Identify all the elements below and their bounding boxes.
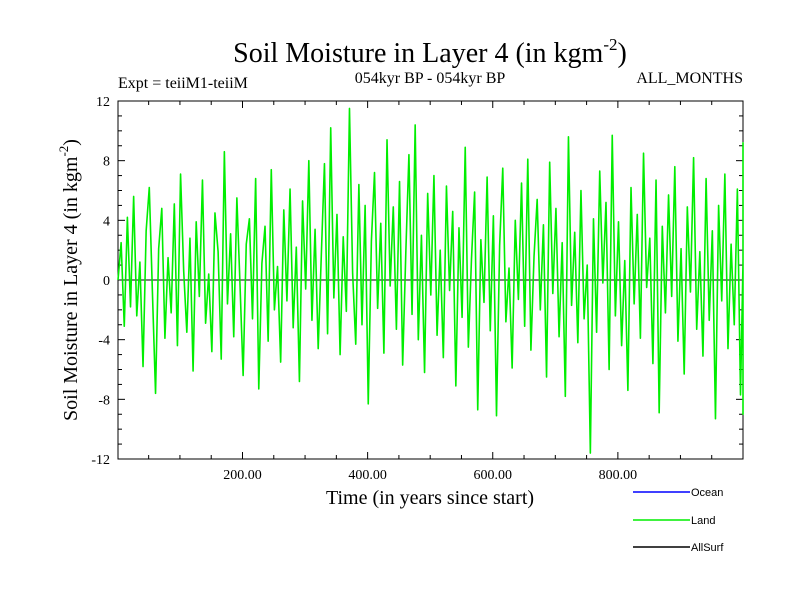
subtitle-center: 054kyr BP - 054kyr BP — [355, 70, 506, 87]
legend-label-allsurf: AllSurf — [691, 542, 724, 554]
x-tick-label: 600.00 — [473, 468, 512, 483]
y-tick-label: -4 — [98, 334, 110, 349]
y-axis-label: Soil Moisture in Layer 4 (in kgm-2) — [56, 139, 82, 421]
legend: Ocean Land AllSurf — [633, 487, 724, 554]
chart-title: Soil Moisture in Layer 4 (in kgm-2) — [233, 35, 627, 69]
x-tick-label: 800.00 — [599, 468, 638, 483]
x-tick-label: 200.00 — [223, 468, 262, 483]
y-tick-label: 12 — [96, 95, 110, 110]
legend-label-ocean: Ocean — [691, 487, 723, 499]
y-tick-label: 4 — [103, 214, 110, 229]
series-line-land — [117, 107, 744, 454]
subtitle-left: Expt = teiiM1-teiiM — [118, 75, 248, 92]
subtitle-right: ALL_MONTHS — [636, 70, 743, 87]
x-axis-label: Time (in years since start) — [326, 487, 534, 509]
y-tick-label: -8 — [98, 393, 110, 408]
legend-label-land: Land — [691, 515, 715, 527]
y-tick-label: 8 — [103, 155, 110, 170]
y-tick-label: -12 — [91, 453, 110, 468]
y-tick-label: 0 — [103, 274, 110, 289]
x-tick-label: 400.00 — [348, 468, 387, 483]
axis-tick-labels: -12 -8 -4 0 4 8 12 200.00 400.00 600.00 800.00 — [91, 95, 637, 483]
